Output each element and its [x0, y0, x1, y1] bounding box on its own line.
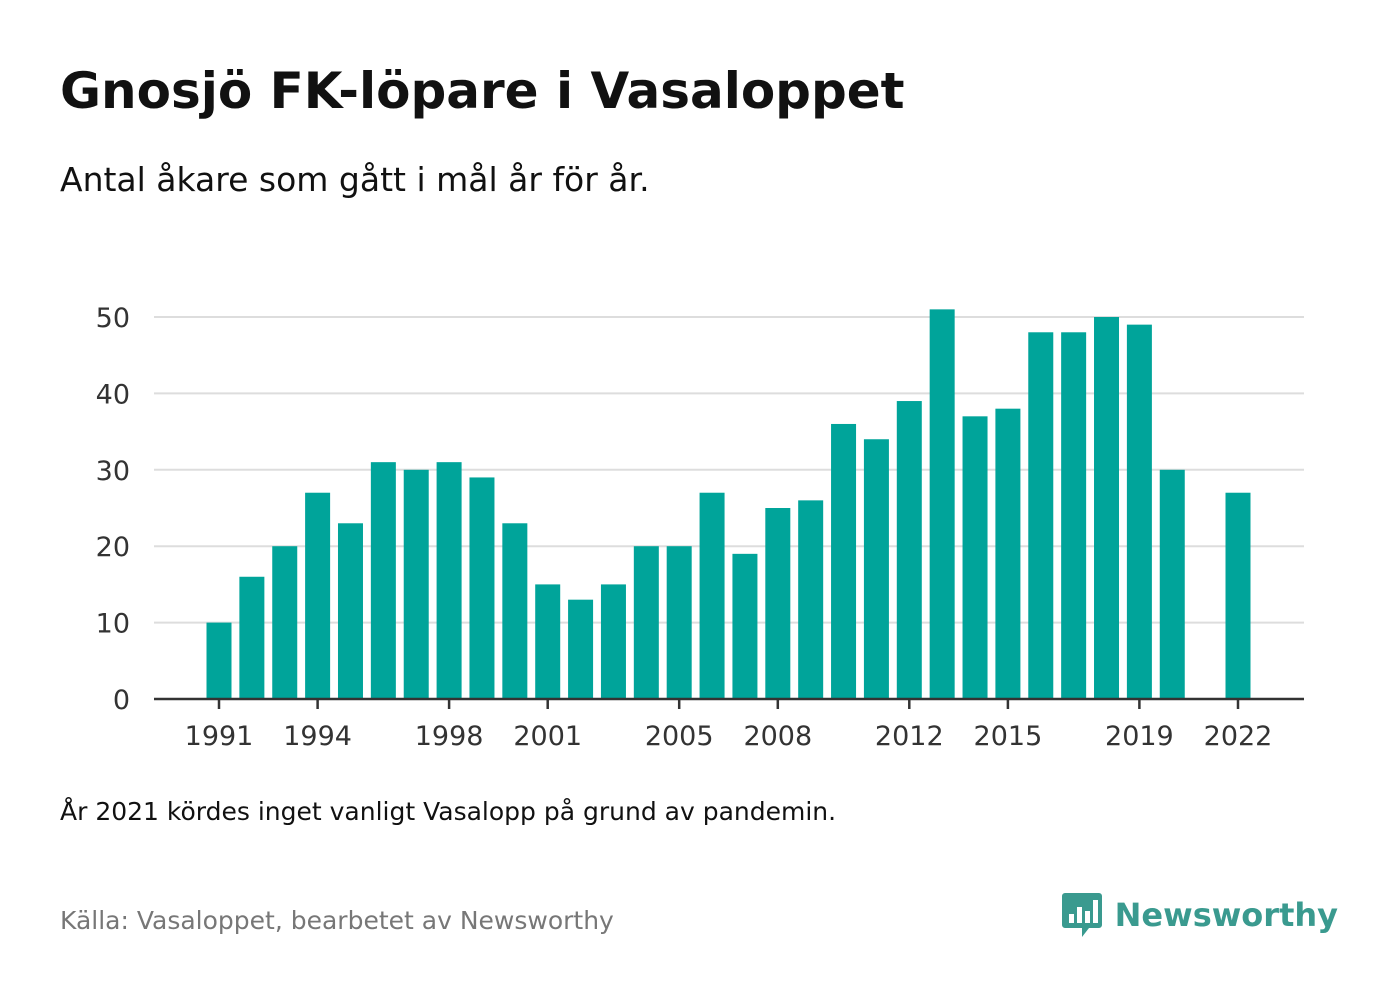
bar-2017: [1061, 332, 1087, 699]
bar-2006: [699, 492, 725, 699]
bar-2009: [798, 500, 824, 699]
x-axis: [154, 697, 1304, 709]
x-tick-label-1994: 1994: [283, 721, 352, 752]
bar-1993: [272, 546, 298, 699]
bar-2013: [929, 309, 955, 699]
newsworthy-logo-icon: [1061, 893, 1102, 937]
bar-chart: 0 10 20 30 40 50 1991 1994 1998 2001 2005 2008 2012…: [96, 303, 1304, 752]
x-tick-label-2015: 2015: [974, 721, 1043, 752]
y-tick-label-30: 30: [96, 456, 130, 487]
bar-2003: [600, 584, 626, 699]
x-tick-label-2001: 2001: [513, 721, 582, 752]
bar-2022: [1225, 492, 1251, 699]
brand-block: Newsworthy: [1061, 891, 1338, 939]
bar-2004: [633, 546, 659, 699]
bar-2019: [1126, 324, 1152, 699]
bar-2002: [568, 599, 594, 699]
y-tick-labels: 0 10 20 30 40 50: [96, 303, 130, 716]
x-tick-label-1991: 1991: [185, 721, 254, 752]
x-tick-label-2012: 2012: [875, 721, 944, 752]
bar-2007: [732, 553, 758, 699]
x-tick-label-2022: 2022: [1204, 721, 1273, 752]
bar-2014: [962, 416, 988, 699]
x-tick-label-2008: 2008: [743, 721, 812, 752]
bar-1997: [403, 469, 429, 699]
bar-1992: [239, 576, 265, 699]
bar-2015: [995, 408, 1021, 699]
x-tick-label-2005: 2005: [645, 721, 714, 752]
chart-title: Gnosjö FK-löpare i Vasaloppet: [60, 62, 905, 120]
bar-2012: [896, 401, 922, 699]
bar-1999: [469, 477, 495, 699]
brand-name: Newsworthy: [1114, 896, 1338, 934]
y-tick-label-50: 50: [96, 303, 130, 334]
bar-1995: [337, 523, 363, 699]
bar-2008: [765, 508, 791, 699]
bars: [206, 309, 1251, 699]
bar-2011: [863, 439, 889, 699]
bar-2020: [1159, 469, 1185, 699]
bar-1994: [305, 492, 331, 699]
bar-1998: [436, 462, 462, 699]
y-tick-label-20: 20: [96, 532, 130, 563]
chart-note: År 2021 kördes inget vanligt Vasalopp på…: [60, 797, 837, 826]
bar-2018: [1094, 317, 1120, 699]
bar-2016: [1028, 332, 1054, 699]
y-tick-label-10: 10: [96, 609, 130, 640]
bar-2001: [535, 584, 561, 699]
bar-1991: [206, 622, 232, 699]
chart-subtitle: Antal åkare som gått i mål år för år.: [60, 160, 650, 199]
bar-2010: [831, 423, 857, 699]
x-tick-labels: 1991 1994 1998 2001 2005 2008 2012 2015 2019 2022: [185, 721, 1273, 752]
source-credit: Källa: Vasaloppet, bearbetet av Newswort…: [60, 906, 614, 935]
bar-2005: [666, 546, 692, 699]
bar-1996: [370, 462, 396, 699]
x-tick-label-2019: 2019: [1105, 721, 1174, 752]
y-tick-label-40: 40: [96, 379, 130, 410]
bar-2000: [502, 523, 528, 699]
y-tick-label-0: 0: [113, 685, 130, 716]
x-tick-label-1998: 1998: [415, 721, 484, 752]
